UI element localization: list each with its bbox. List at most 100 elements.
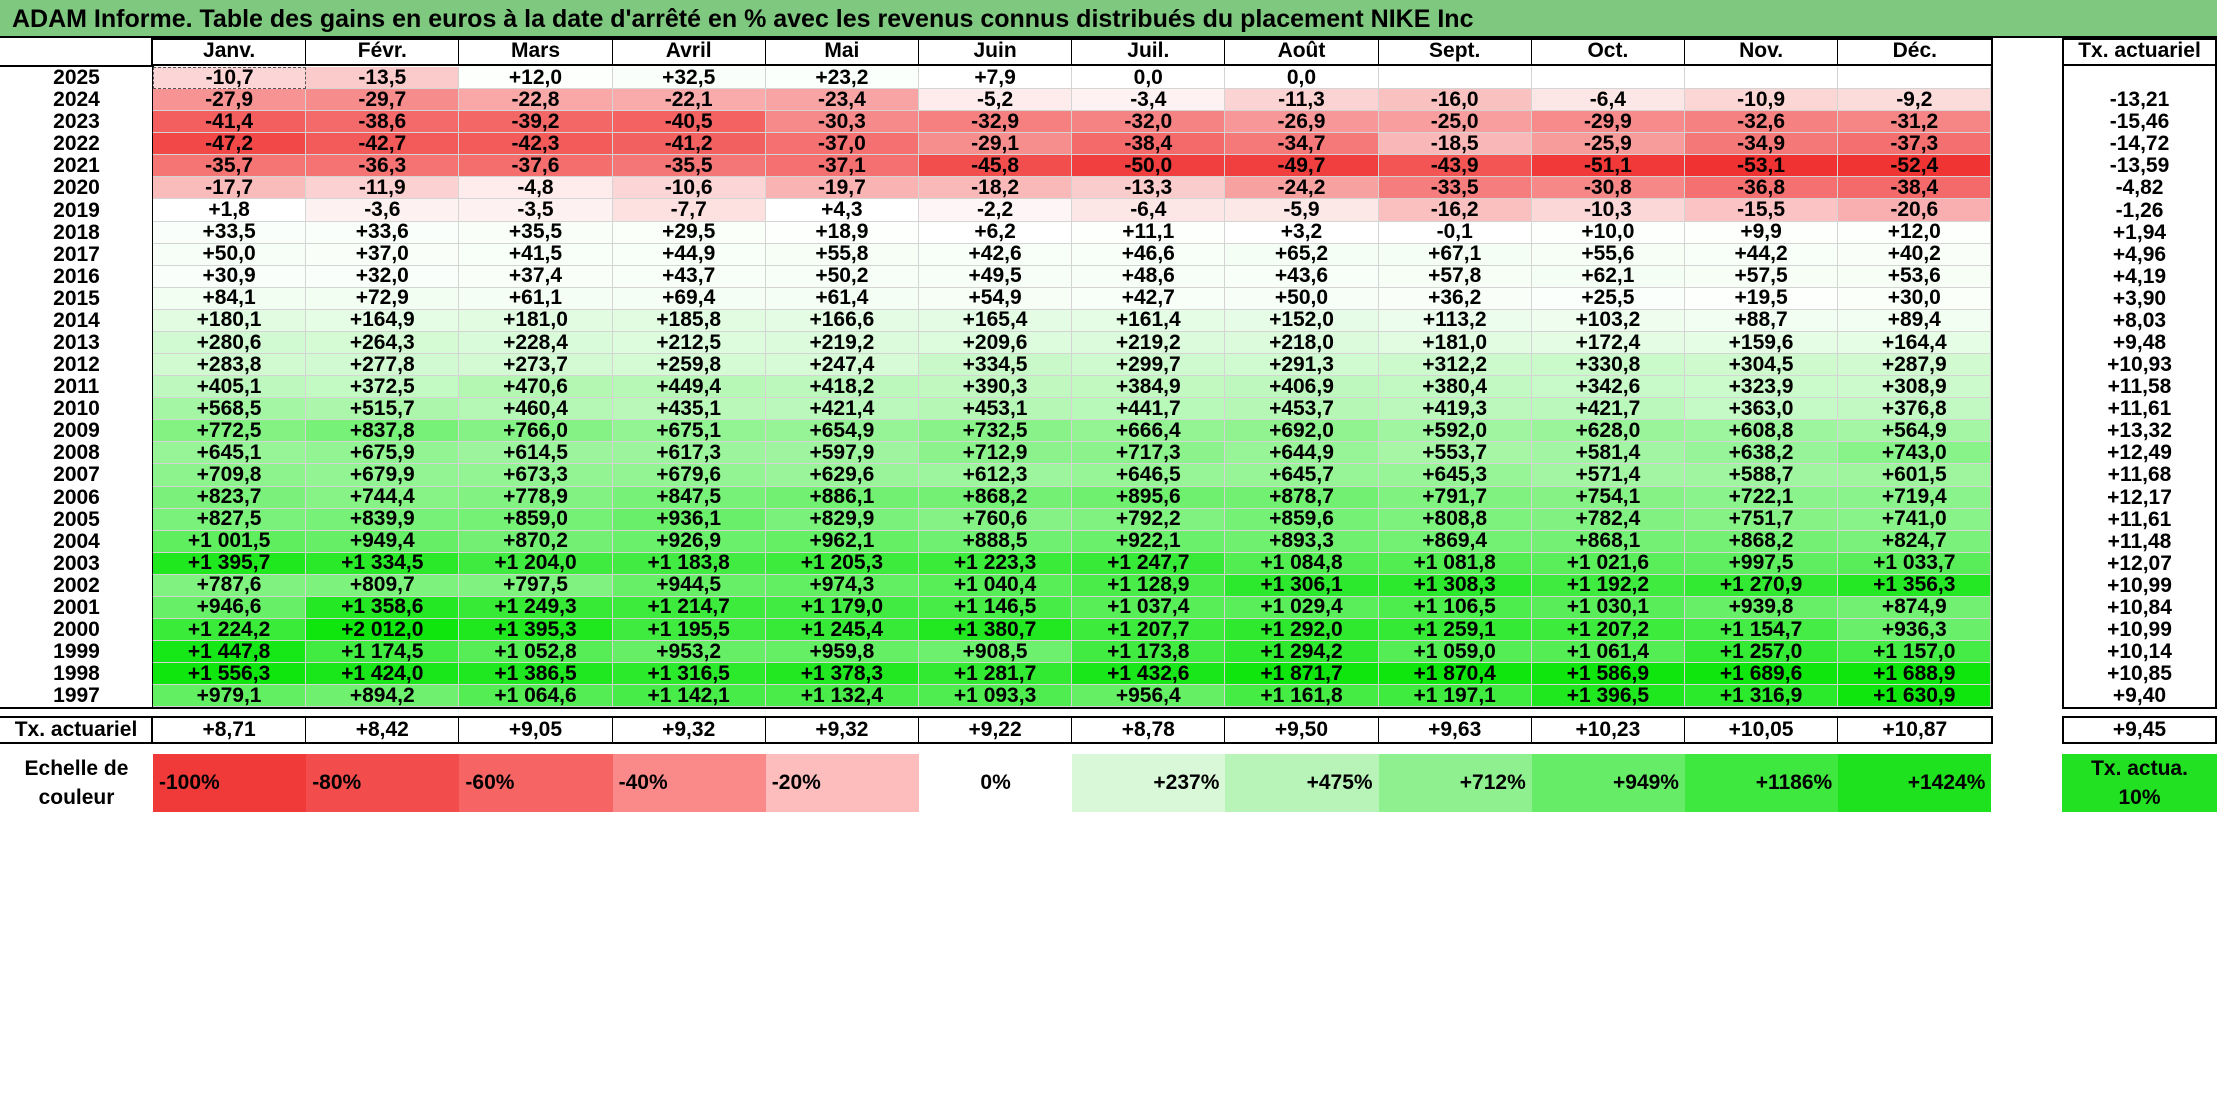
gain-cell: +384,9 [1072,376,1226,399]
gain-cell: +4,3 [765,199,919,222]
gain-cell: -3,4 [1072,89,1226,112]
rate-cell: +10,99 [2107,618,2172,642]
gain-cell: +312,2 [1378,354,1532,377]
gain-cell: +732,5 [919,420,1073,443]
gain-cell: +772,5 [153,420,307,443]
year-label: 2013 [53,331,100,354]
gain-cell: +1 061,4 [1531,641,1685,664]
gain-cell: +675,9 [306,442,460,465]
year-label: 2012 [53,353,100,377]
gain-cell: +1 205,3 [765,552,919,575]
gain-cell: +405,1 [153,376,307,399]
gain-cell: -5,9 [1225,199,1379,222]
gain-cell: +41,5 [459,243,613,266]
footer-total-rate: +9,45 [2062,716,2217,745]
gain-cell: -20,6 [1838,199,1992,222]
year-label: 2018 [53,220,100,244]
gain-cell: +421,4 [765,398,919,421]
gain-cell: +37,0 [306,243,460,266]
gain-cell: +1 386,5 [459,663,613,686]
gain-cell: +692,0 [1225,420,1379,443]
month-header: Mars [459,38,613,66]
gain-cell: +30,9 [153,265,307,288]
rate-cell: +10,84 [2107,595,2172,619]
gains-table: Janv. Févr. Mars Avril Mai Juin Juil. Août Sept.… [0,38,2217,1106]
gain-cell: +1 870,4 [1378,663,1532,686]
gain-cell: +1 207,2 [1531,619,1685,642]
gain-cell: +181,0 [1378,331,1532,355]
gain-cell: +741,0 [1838,508,1992,531]
legend-swatch: +475% [1225,754,1379,813]
gain-cell: -34,7 [1225,133,1379,156]
gain-cell: +1 281,7 [919,663,1073,686]
gain-cell: -41,4 [153,111,307,134]
gain-cell: +568,5 [153,398,307,421]
month-header: Avril [612,38,766,66]
gain-cell: +1 146,5 [919,596,1073,619]
gain-cell: -11,3 [1225,89,1379,112]
gain-cell: +1 247,7 [1072,552,1226,575]
gain-cell: +48,6 [1072,265,1226,288]
gain-cell: +65,2 [1225,243,1379,266]
gain-cell: +453,1 [919,398,1073,421]
gain-cell: +1 689,6 [1685,663,1839,686]
gain-cell: -11,9 [306,177,460,200]
gain-cell: +1 204,0 [459,552,613,575]
gain-cell: +592,0 [1378,420,1532,443]
footer-rate-cell: +10,23 [1532,716,1685,745]
gain-cell: +287,9 [1838,354,1992,377]
gain-cell: +1 334,5 [306,552,460,575]
gain-cell: +185,8 [612,309,766,332]
gain-cell: -32,6 [1685,111,1839,134]
gain-cell: +32,0 [306,265,460,288]
gain-cell: +42,6 [919,243,1073,266]
gain-cell: +956,4 [1072,685,1226,708]
gain-cell: +679,9 [306,464,460,487]
gain-cell: +49,5 [919,265,1073,288]
gain-cell: +164,9 [306,309,460,332]
gain-cell: +32,5 [612,67,766,90]
gain-cell: +1 154,7 [1685,619,1839,642]
gain-cell: +164,4 [1838,331,1992,355]
gain-cell: +644,9 [1225,442,1379,465]
gain-cell: +1 447,8 [153,641,307,664]
legend-swatch: +712% [1378,754,1532,813]
gain-cell: +614,5 [459,442,613,465]
gain-cell: +470,6 [459,376,613,399]
rate-header: Tx. actuariel [2062,38,2217,66]
gain-cell: -51,1 [1531,155,1685,178]
rate-cell: +10,99 [2107,573,2172,597]
gain-cell: +44,9 [612,243,766,266]
gain-cell: -16,2 [1378,199,1532,222]
year-label: 2002 [53,573,100,597]
year-label: 2024 [53,88,100,112]
gain-cell: +1 106,5 [1378,596,1532,619]
gain-cell: +1 688,9 [1838,663,1992,686]
gain-cell: +1 179,0 [765,596,919,619]
gain-cell: +54,9 [919,287,1073,310]
gain-cell: +11,1 [1072,221,1226,244]
gain-cell: +654,9 [765,420,919,443]
gain-cell: +791,7 [1378,486,1532,509]
gain-cell: -10,9 [1685,89,1839,112]
gain-cell: +847,5 [612,486,766,509]
rate-cell: -13,59 [2109,154,2170,178]
gain-cell: +12,0 [459,67,613,90]
gain-cell: -38,4 [1072,133,1226,156]
year-column [0,65,154,710]
gain-cell: +228,4 [459,331,613,355]
gain-cell: +859,6 [1225,508,1379,531]
gain-cell: +363,0 [1685,398,1839,421]
gain-cell: +571,4 [1531,464,1685,487]
gain-cell: -34,9 [1685,133,1839,156]
gain-cell: +894,2 [306,685,460,708]
gain-cell: +406,9 [1225,376,1379,399]
gain-cell: +159,6 [1685,331,1839,355]
gain-cell: +868,2 [919,486,1073,509]
gain-cell: -38,6 [306,111,460,134]
year-label: 2016 [53,264,100,288]
gain-cell: +69,4 [612,287,766,310]
gain-cell: +717,3 [1072,442,1226,465]
footer-rate-cell: +10,87 [1882,718,1948,742]
month-header: Janv. [153,38,307,66]
